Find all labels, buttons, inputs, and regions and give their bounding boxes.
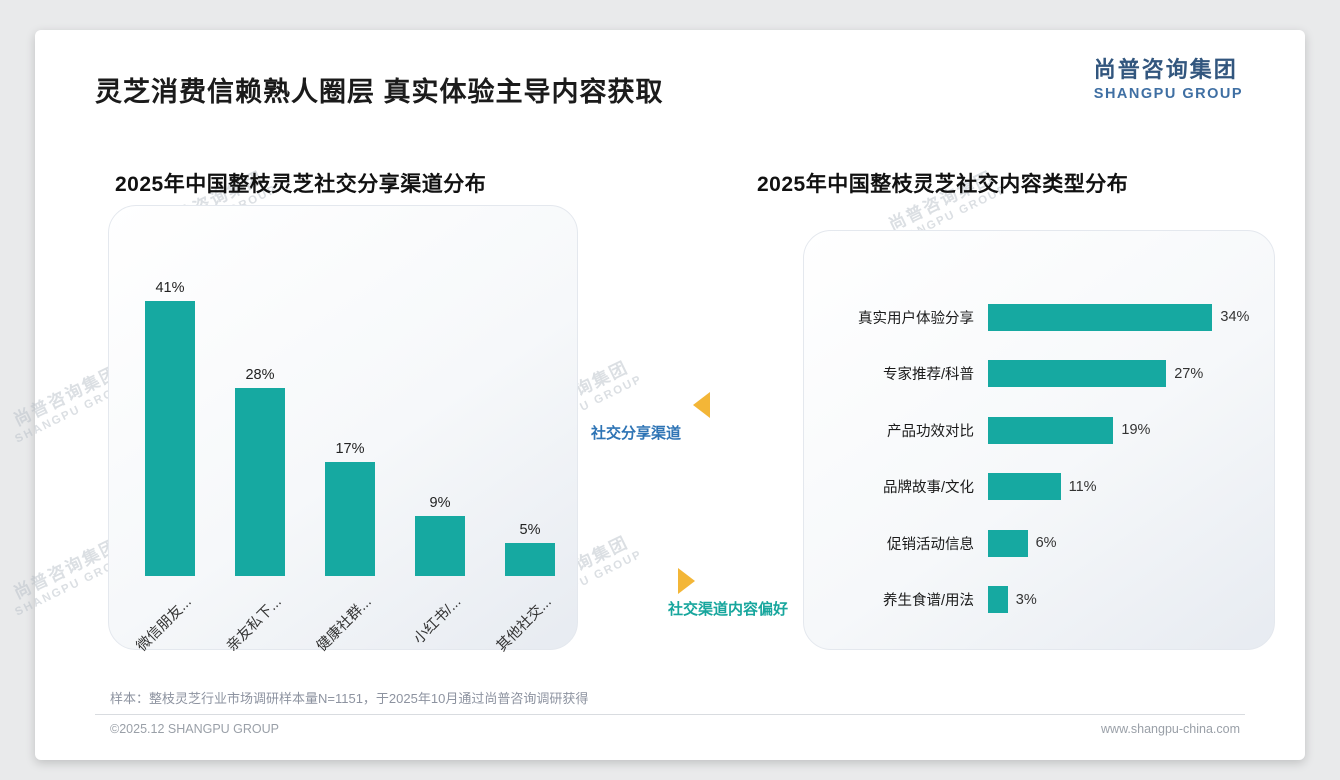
bar bbox=[505, 542, 555, 576]
bar-value-label: 41% bbox=[155, 280, 185, 297]
arrow-left-icon bbox=[693, 392, 710, 418]
bar-row: 专家推荐/科普 27% bbox=[824, 346, 1264, 403]
left-chart-panel: 41% 微信朋友... 28% 亲友私下... 17% 健康社群... 9% 小红书/... 5… bbox=[108, 205, 578, 655]
bar-value-label: 3% bbox=[1015, 591, 1037, 608]
category-label: 亲友私下... bbox=[223, 593, 285, 655]
bar bbox=[988, 586, 1008, 614]
right-chart-title: 2025年中国整枝灵芝社交内容类型分布 bbox=[757, 173, 1129, 196]
bar-value-label: 34% bbox=[1220, 309, 1250, 326]
category-label: 其他社交... bbox=[493, 593, 555, 655]
bar-value-label: 17% bbox=[335, 441, 365, 458]
bar-value-label: 11% bbox=[1068, 478, 1097, 495]
bar bbox=[988, 529, 1028, 557]
logo-english-text: SHANGPU GROUP bbox=[1093, 86, 1243, 102]
bar-row: 养生食谱/用法 3% bbox=[824, 572, 1264, 629]
horizontal-bar-chart: 真实用户体验分享 34% 专家推荐/科普 27% 产品功效对比 19% 品牌故事/文化 11%… bbox=[824, 289, 1264, 628]
bar-column: 5% 其他社交... bbox=[494, 521, 555, 655]
vertical-bar-chart: 41% 微信朋友... 28% 亲友私下... 17% 健康社群... 9% 小红书/... 5… bbox=[134, 271, 555, 655]
bar-value-label: 28% bbox=[245, 367, 275, 384]
bar bbox=[325, 462, 375, 576]
bar bbox=[145, 301, 195, 576]
category-label: 产品功效对比 bbox=[887, 423, 974, 440]
right-chart-panel: 真实用户体验分享 34% 专家推荐/科普 27% 产品功效对比 19% 品牌故事/文化 11%… bbox=[803, 230, 1275, 650]
bar bbox=[415, 515, 465, 576]
bar-value-label: 27% bbox=[1174, 365, 1204, 382]
bar-value-label: 9% bbox=[429, 494, 451, 511]
bar-column: 41% 微信朋友... bbox=[134, 280, 195, 655]
category-label: 促销活动信息 bbox=[887, 536, 974, 553]
category-label: 健康社群... bbox=[313, 593, 375, 655]
website-text: www.shangpu-china.com bbox=[1101, 722, 1240, 736]
bar-column: 9% 小红书/... bbox=[411, 494, 465, 647]
left-chart-title: 2025年中国整枝灵芝社交分享渠道分布 bbox=[115, 173, 487, 196]
slide-card: 灵芝消费信赖熟人圈层 真实体验主导内容获取 尚普咨询集团 SHANGPU GRO… bbox=[11, 30, 1305, 760]
bar-value-label: 6% bbox=[1035, 535, 1057, 552]
sample-note: 样本：整枝灵芝行业市场调研样本量N=1151，于2025年10月通过尚普咨询调研… bbox=[110, 691, 589, 706]
category-label: 专家推荐/科普 bbox=[882, 367, 974, 384]
bar bbox=[988, 360, 1167, 388]
bar bbox=[988, 303, 1213, 331]
bar-row: 产品功效对比 19% bbox=[824, 402, 1264, 459]
category-label: 养生食谱/用法 bbox=[882, 593, 974, 610]
bar-value-label: 19% bbox=[1121, 422, 1151, 439]
logo-chinese-text: 尚普咨询集团 bbox=[1093, 57, 1238, 82]
bar bbox=[235, 388, 285, 576]
page-title: 灵芝消费信赖熟人圈层 真实体验主导内容获取 bbox=[95, 77, 664, 107]
bar-row: 品牌故事/文化 11% bbox=[824, 459, 1264, 516]
category-label: 品牌故事/文化 bbox=[882, 480, 974, 497]
bar-row: 促销活动信息 6% bbox=[824, 515, 1264, 572]
bar-row: 真实用户体验分享 34% bbox=[824, 289, 1264, 346]
footer-divider bbox=[95, 714, 1245, 715]
copyright-text: ©2025.12 SHANGPU GROUP bbox=[110, 722, 279, 736]
category-label: 真实用户体验分享 bbox=[858, 310, 974, 327]
bar-column: 28% 亲友私下... bbox=[224, 367, 285, 655]
content-preference-label: 社交渠道内容偏好 bbox=[668, 601, 789, 618]
bar-column: 17% 健康社群... bbox=[314, 441, 375, 655]
share-channel-label: 社交分享渠道 bbox=[591, 425, 682, 442]
arrow-right-icon bbox=[678, 568, 695, 594]
category-label: 微信朋友... bbox=[133, 593, 195, 655]
company-logo: 尚普咨询集团 SHANGPU GROUP bbox=[1094, 52, 1243, 102]
bar bbox=[988, 416, 1114, 444]
bar-value-label: 5% bbox=[519, 521, 541, 538]
category-label: 小红书/... bbox=[411, 593, 465, 648]
bar bbox=[988, 473, 1061, 501]
